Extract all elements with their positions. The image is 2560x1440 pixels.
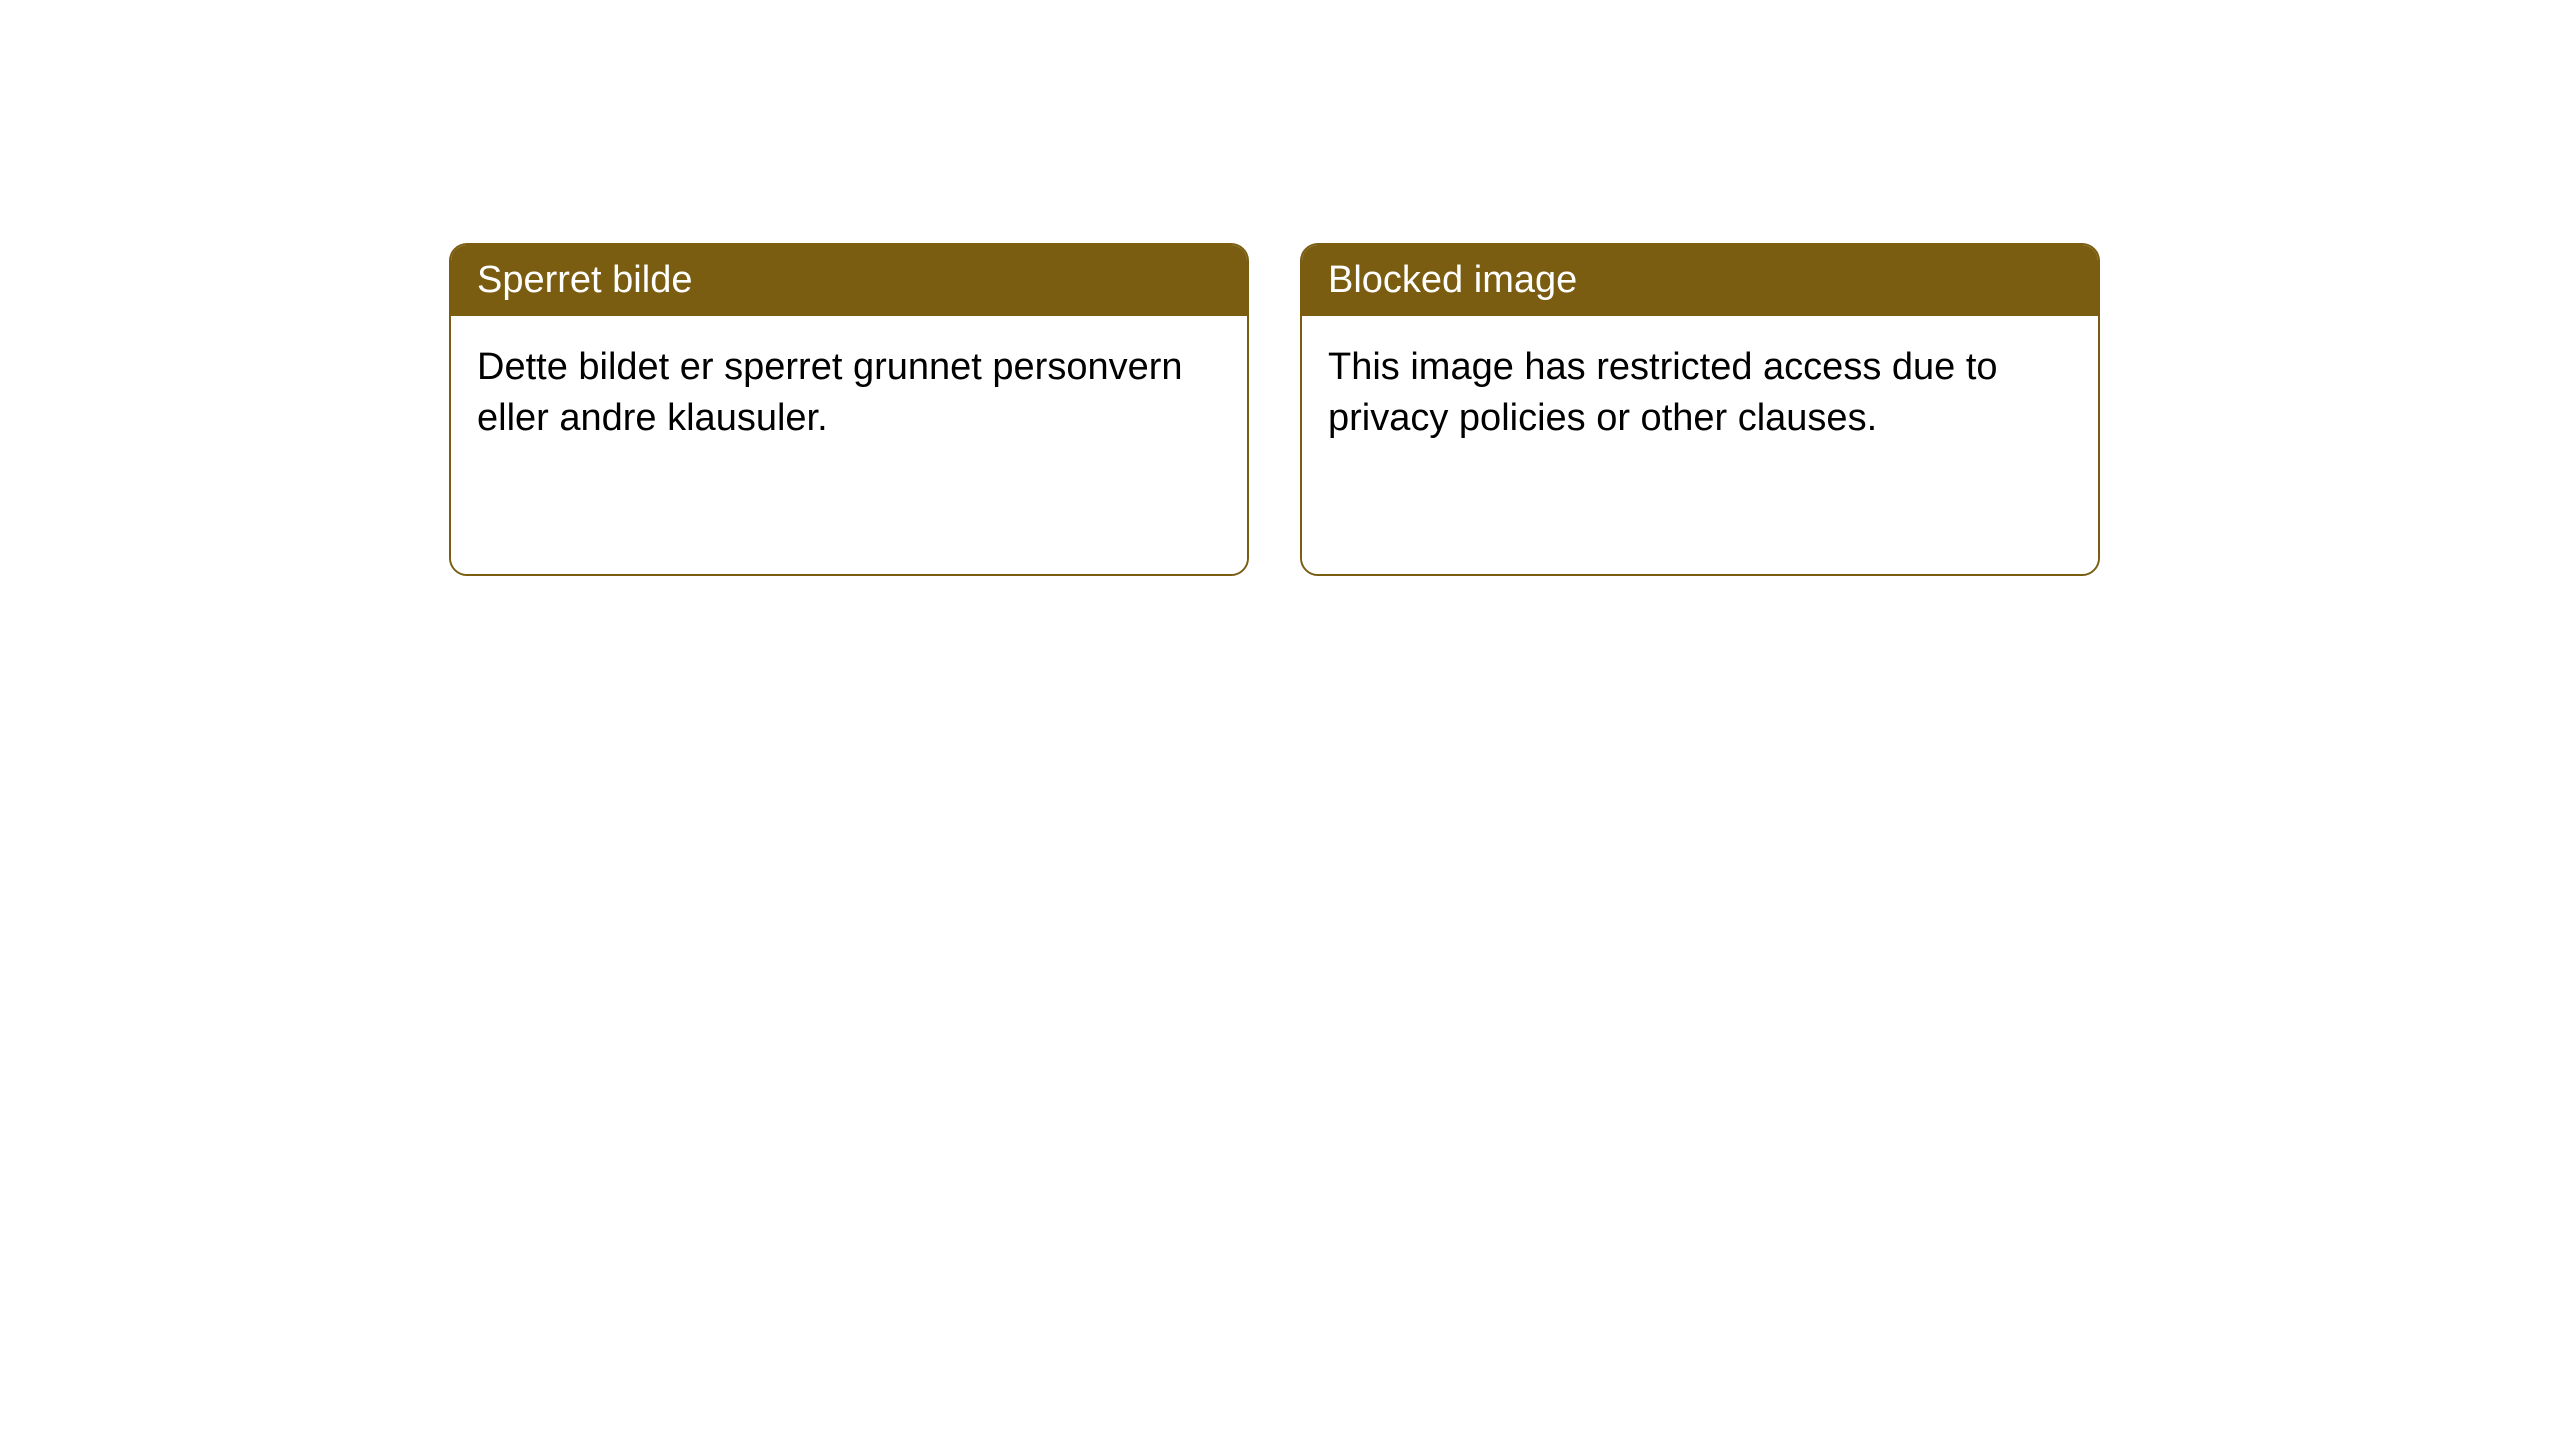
notice-header-english: Blocked image <box>1302 245 2098 316</box>
notice-box-english: Blocked image This image has restricted … <box>1300 243 2100 576</box>
notice-header-norwegian: Sperret bilde <box>451 245 1247 316</box>
notice-body-norwegian: Dette bildet er sperret grunnet personve… <box>451 316 1247 574</box>
notice-box-norwegian: Sperret bilde Dette bildet er sperret gr… <box>449 243 1249 576</box>
notice-container: Sperret bilde Dette bildet er sperret gr… <box>449 243 2100 576</box>
notice-body-english: This image has restricted access due to … <box>1302 316 2098 574</box>
